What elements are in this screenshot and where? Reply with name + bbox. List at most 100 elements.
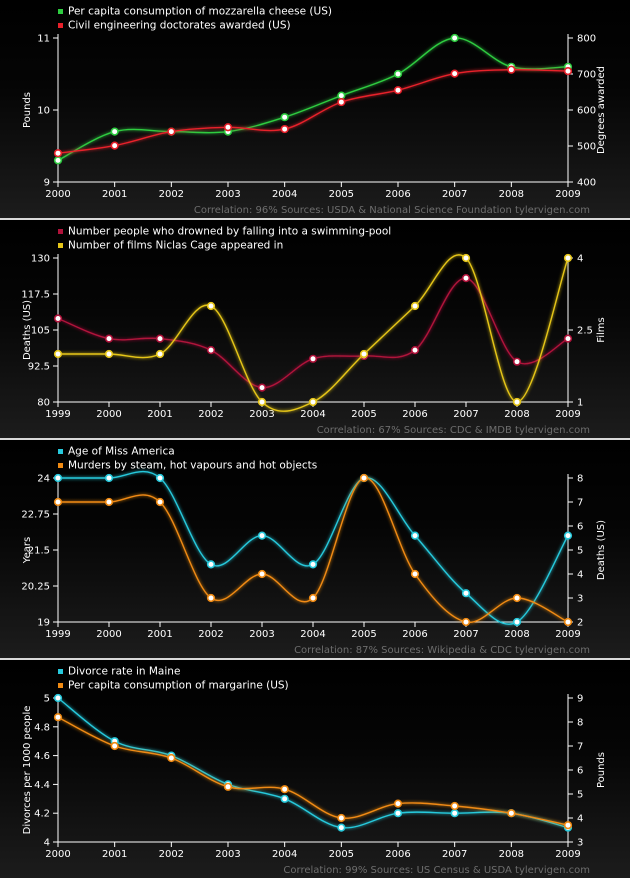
series-line [57, 37, 569, 162]
right-axis-title: Degrees awarded [596, 66, 607, 154]
data-point [410, 346, 420, 355]
right-tick-label: 6 [577, 766, 583, 777]
left-tick-label: 130 [31, 254, 50, 265]
x-tick-label: 2000 [45, 189, 70, 200]
chart-panel-missamerica-steam: Age of Miss America Murders by steam, hot… [0, 440, 630, 658]
right-tick-label: 700 [577, 70, 596, 81]
right-tick-label: 3 [577, 838, 583, 849]
right-axis-title: Pounds [596, 752, 607, 788]
data-point [280, 785, 289, 794]
x-tick-label: 2002 [198, 409, 223, 420]
data-point [337, 91, 346, 100]
legend-entry: Age of Miss America [68, 446, 175, 458]
series-line [57, 277, 569, 389]
data-point [104, 497, 114, 507]
right-tick-label: 400 [577, 178, 596, 189]
right-tick-label: 7 [577, 742, 583, 753]
x-tick-label: 2000 [96, 629, 121, 640]
data-point [337, 823, 346, 832]
data-point [393, 86, 403, 95]
data-point [155, 473, 165, 483]
right-tick-label: 2.5 [577, 326, 593, 337]
data-point [512, 357, 522, 366]
x-tick-label: 2005 [351, 629, 376, 640]
left-tick-label: 4 [44, 838, 50, 849]
right-tick-label: 8 [577, 718, 583, 729]
data-point [206, 560, 216, 569]
data-point [53, 497, 63, 507]
data-point [257, 569, 267, 579]
chart-svg: Number people who drowned by falling int… [21, 226, 607, 437]
data-point [507, 809, 516, 818]
right-tick-label: 8 [577, 474, 583, 485]
data-point [223, 123, 233, 132]
data-point [450, 801, 459, 811]
x-tick-label: 1999 [45, 409, 70, 420]
data-point [410, 569, 420, 579]
data-point [206, 301, 216, 311]
data-point [308, 397, 318, 407]
left-tick-label: 117.5 [21, 290, 50, 301]
x-tick-label: 2002 [159, 189, 184, 200]
data-point [308, 354, 318, 363]
legend-swatch [58, 449, 63, 454]
data-point [155, 497, 165, 507]
x-tick-label: 2001 [102, 849, 127, 860]
data-point [223, 782, 233, 791]
left-axis-title: Divorces per 1000 people [22, 706, 33, 835]
data-point [155, 349, 165, 359]
data-point [280, 113, 289, 122]
left-tick-label: 24 [37, 474, 50, 485]
x-tick-label: 2009 [555, 629, 580, 640]
legend-swatch [58, 243, 63, 248]
data-point [563, 821, 573, 830]
left-tick-label: 4.8 [34, 722, 50, 733]
left-tick-label: 4.2 [34, 809, 50, 820]
x-tick-label: 2006 [402, 629, 427, 640]
x-tick-label: 1999 [45, 629, 70, 640]
data-point [563, 253, 573, 263]
right-tick-label: 6 [577, 522, 583, 533]
right-tick-label: 500 [577, 142, 596, 153]
right-tick-label: 5 [577, 546, 583, 557]
data-point [512, 617, 522, 627]
right-tick-label: 9 [577, 694, 583, 705]
data-point [53, 473, 63, 483]
right-tick-label: 600 [577, 106, 596, 117]
x-tick-label: 2003 [249, 629, 274, 640]
data-point [512, 397, 522, 407]
legend-entry: Divorce rate in Maine [68, 666, 180, 678]
data-point [450, 809, 459, 818]
data-point [104, 334, 114, 343]
data-point [53, 693, 63, 703]
right-tick-label: 1 [577, 398, 583, 409]
x-tick-label: 2000 [96, 409, 121, 420]
x-tick-label: 2002 [198, 629, 223, 640]
legend-swatch [58, 229, 63, 234]
data-point [337, 97, 346, 107]
left-axis-title: Pounds [22, 92, 33, 128]
data-point [410, 301, 420, 311]
data-point [257, 383, 267, 392]
left-tick-label: 10 [37, 106, 50, 117]
x-tick-label: 2006 [385, 189, 410, 200]
x-tick-label: 2007 [453, 409, 478, 420]
chart-svg: Divorce rate in Maine Per capita consumpt… [22, 666, 607, 877]
data-point [450, 33, 459, 43]
data-point [167, 127, 176, 136]
data-point [308, 593, 318, 603]
left-tick-label: 92.5 [28, 362, 50, 373]
data-point [110, 127, 119, 136]
legend-swatch [58, 23, 63, 28]
data-point [563, 67, 573, 76]
legend-entry: Per capita consumption of mozzarella che… [68, 6, 332, 18]
data-point [512, 593, 522, 603]
x-tick-label: 2004 [300, 409, 325, 420]
left-axis-title: Deaths (US) [22, 300, 33, 360]
x-tick-label: 2008 [499, 189, 524, 200]
left-tick-label: 4.4 [34, 780, 50, 791]
correlation-credit: Correlation: 96% Sources: USDA & Nationa… [194, 205, 590, 216]
data-point [280, 124, 289, 134]
data-point [53, 349, 63, 359]
